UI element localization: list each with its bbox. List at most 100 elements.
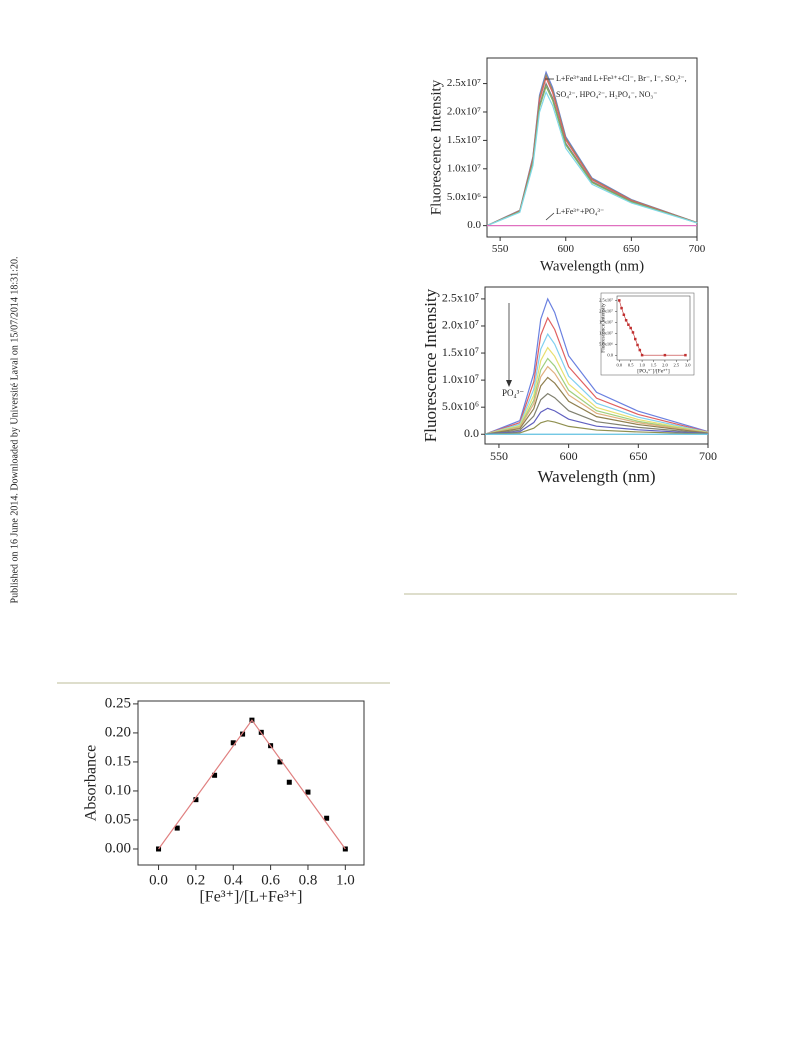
y-tick-label: 2.0x10⁷ — [447, 106, 481, 118]
y-tick-label: 0.05 — [105, 811, 131, 827]
data-point — [193, 797, 199, 803]
y-tick-label: 2.0x10⁷ — [442, 318, 479, 332]
x-tick-label: 1.5 — [651, 362, 657, 367]
data-point — [277, 759, 283, 765]
series-line — [484, 297, 709, 435]
y-tick-label: 2.5x10⁷ — [447, 77, 481, 89]
plot-frame — [486, 57, 698, 238]
x-tick-label: 600 — [558, 243, 575, 255]
y-axis-title: Absorbance — [83, 745, 100, 821]
series-line — [486, 84, 698, 227]
y-tick-label: 0.0 — [464, 426, 479, 440]
y-tick-label: 1.0x10⁷ — [442, 372, 479, 386]
data-point — [240, 731, 246, 737]
x-axis-title: Wavelength (nm) — [540, 258, 644, 274]
annotation-arrow — [545, 212, 555, 221]
x-tick-label: 0.0 — [616, 362, 622, 367]
inset-box — [600, 292, 695, 376]
y-axis-title: Fluorescence Intensity — [600, 303, 606, 353]
data-point — [230, 740, 236, 746]
x-tick-label: 650 — [629, 449, 647, 463]
x-tick-label: 2.0 — [662, 362, 668, 367]
plot-frame — [137, 700, 365, 866]
x-tick-label: 0.6 — [261, 873, 280, 889]
x-tick-label: 700 — [699, 449, 717, 463]
series-line — [486, 90, 698, 227]
data-point — [305, 789, 311, 795]
annotation: PO₄³⁻ — [502, 388, 524, 398]
y-tick-label: 1.0x10⁷ — [599, 331, 613, 336]
side-note: Published on 16 June 2014. Downloaded by… — [9, 257, 20, 604]
data-point — [631, 331, 635, 334]
y-tick-label: 1.5x10⁷ — [442, 345, 479, 359]
data-point — [663, 353, 667, 357]
x-tick-label: 1.0 — [336, 873, 355, 889]
series-line — [484, 420, 709, 435]
x-tick-label: 550 — [492, 243, 509, 255]
data-point — [684, 353, 687, 357]
series-line — [486, 76, 698, 227]
x-tick-label: 0.2 — [187, 873, 206, 889]
x-tick-label: 650 — [623, 243, 640, 255]
plot-frame — [484, 286, 709, 445]
data-point — [627, 323, 630, 326]
arrow-head — [506, 380, 512, 387]
data-point — [620, 306, 623, 310]
y-tick-label: 0.15 — [105, 753, 131, 769]
series-line — [484, 365, 709, 435]
y-tick-label: 2.5x10⁷ — [442, 291, 479, 305]
y-tick-label: 1.5x10⁷ — [447, 134, 481, 146]
data-point — [629, 326, 632, 330]
series-line — [484, 376, 709, 435]
y-tick-label: 5.0x10⁶ — [442, 399, 479, 413]
y-tick-label: 1.5x10⁷ — [599, 320, 613, 325]
series-line — [486, 81, 698, 227]
x-tick-label: 3.0 — [685, 362, 691, 367]
x-tick-label: 2.5 — [674, 362, 680, 367]
series-line — [484, 316, 709, 435]
data-point — [174, 825, 180, 831]
y-tick-label: 0.00 — [105, 840, 131, 856]
y-axis-title: Fluorescence Intensity — [421, 288, 440, 442]
y-tick-label: 5.0x10⁶ — [447, 191, 481, 203]
data-point — [624, 319, 628, 322]
x-tick-label: 700 — [689, 243, 706, 255]
y-tick-label: 1.0x10⁷ — [447, 162, 481, 174]
x-axis-title: Wavelength (nm) — [537, 467, 655, 486]
series-line — [484, 357, 709, 435]
data-point — [640, 353, 644, 357]
x-tick-label: 0.8 — [299, 873, 318, 889]
x-tick-label: 0.4 — [224, 873, 243, 889]
data-point — [636, 343, 639, 347]
data-point — [622, 313, 626, 317]
x-axis-title: [PO₄³⁻]/[Fe³⁺] — [637, 367, 670, 374]
x-tick-label: 0.0 — [149, 873, 168, 889]
y-tick-label: 0.25 — [105, 695, 131, 711]
y-tick-label: 0.10 — [105, 782, 131, 798]
x-tick-label: 0.5 — [628, 362, 634, 367]
x-tick-label: 600 — [560, 449, 578, 463]
series-line — [484, 346, 709, 435]
x-tick-label: 550 — [490, 449, 508, 463]
y-tick-label: 0.0 — [607, 353, 613, 358]
annotation: SO₄²⁻, HPO₄²⁻, H₂PO₄⁻, NO₃⁻ — [556, 90, 657, 99]
x-tick-label: 1.0 — [639, 362, 645, 367]
y-axis-title: Fluorescence Intensity — [428, 79, 444, 215]
series-line — [484, 332, 709, 435]
annotation: L+Fe³⁺+PO₄³⁻ — [556, 207, 604, 216]
series-line — [484, 407, 709, 435]
annotation: L+Fe³⁺and L+Fe³⁺+Cl⁻, Br⁻, I⁻, SO₃²⁻, — [556, 74, 687, 83]
data-point — [618, 299, 621, 302]
data-point — [638, 348, 642, 352]
data-point — [634, 337, 637, 341]
data-point — [212, 772, 218, 778]
y-tick-label: 5.0x10⁶ — [599, 342, 613, 347]
series-line — [484, 392, 709, 435]
x-axis-title: [Fe³⁺]/[L+Fe³⁺] — [199, 889, 302, 906]
y-tick-label: 0.0 — [467, 219, 481, 231]
data-point — [324, 815, 330, 821]
y-tick-label: 2.5x10⁷ — [599, 297, 613, 302]
series-line — [158, 719, 346, 850]
